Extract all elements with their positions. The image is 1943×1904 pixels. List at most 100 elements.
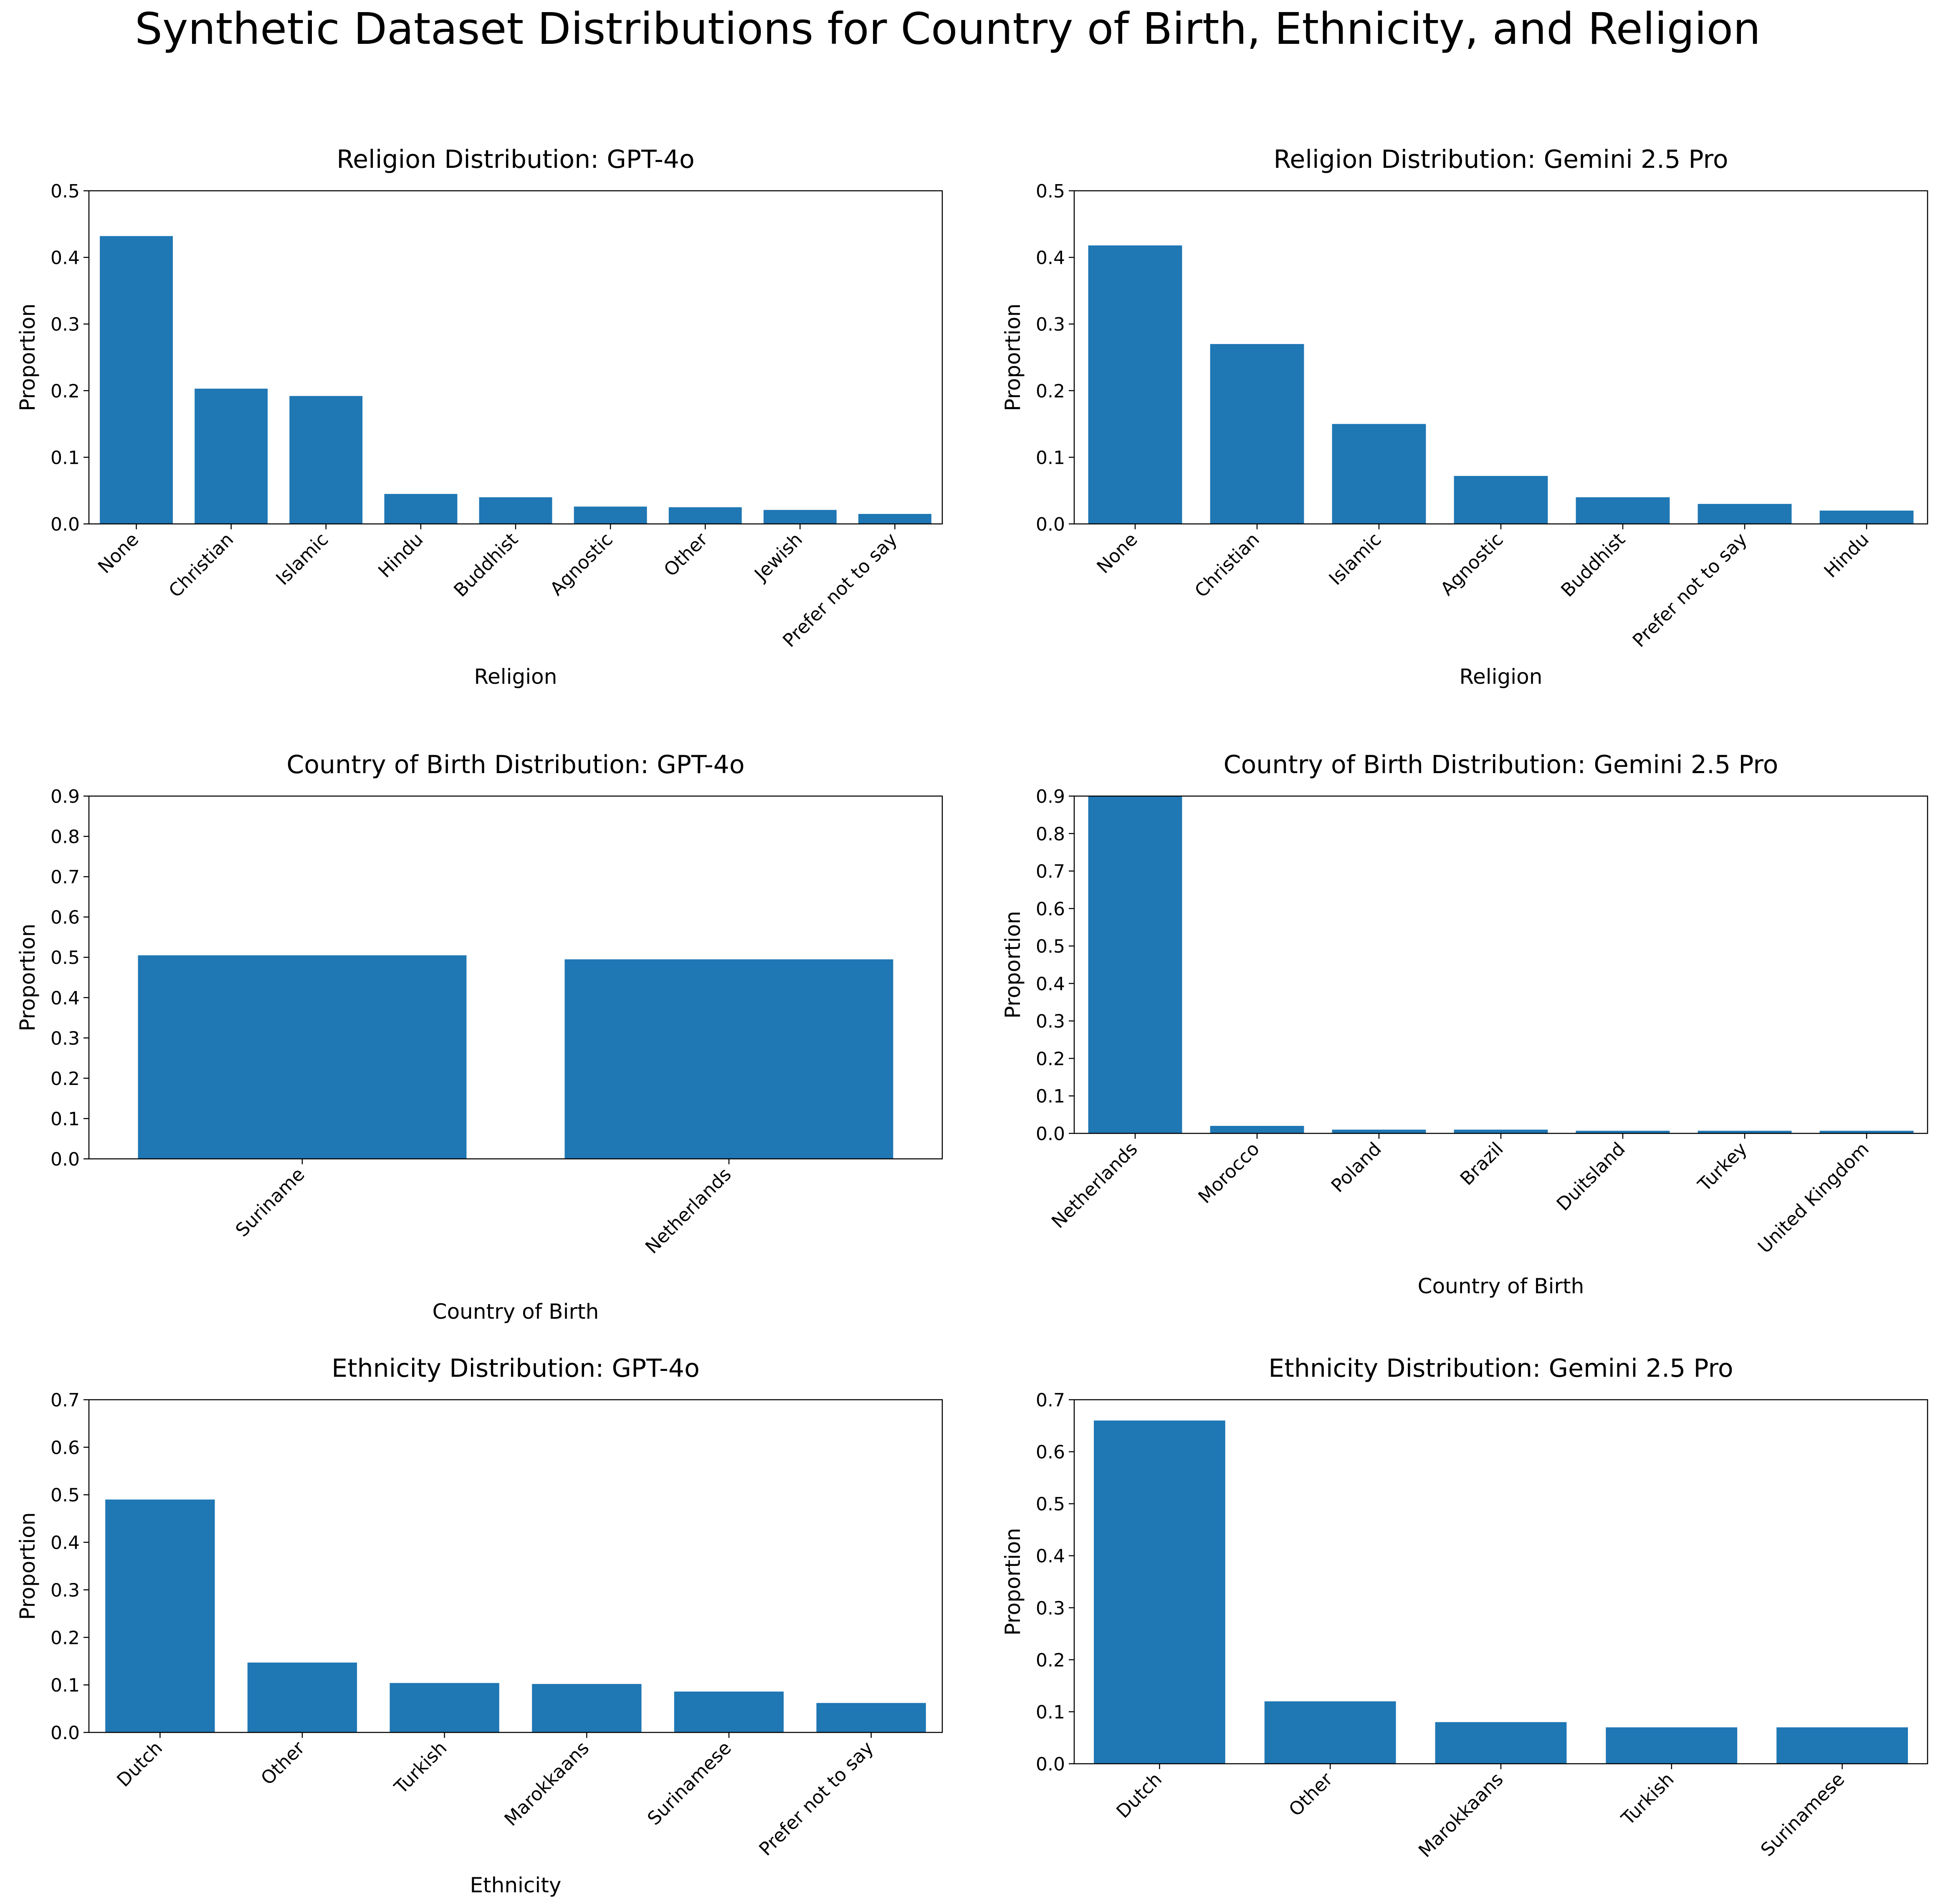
bar-netherlands [1088,796,1182,1133]
bar-turkey [1698,1130,1792,1133]
y-tick-label: 0.2 [51,1068,80,1090]
bar-surinamese [674,1692,784,1732]
y-tick-label: 0.6 [51,1437,80,1459]
bar-dutch [1094,1420,1225,1764]
y-tick-label: 0.5 [51,181,80,202]
bar-prefer-not-to-say [858,514,931,524]
y-tick-label: 0.1 [51,1675,80,1696]
y-tick-label: 0.7 [51,1390,80,1411]
y-axis-label: Proportion [15,303,40,411]
y-tick-label: 0.1 [1036,1086,1065,1107]
y-tick-label: 0.0 [51,514,80,535]
y-tick-label: 0.5 [51,1485,80,1506]
y-tick-label: 0.8 [1036,824,1065,845]
y-tick-label: 0.5 [1036,936,1065,957]
y-tick-label: 0.4 [51,248,80,269]
y-tick-label: 0.5 [1036,181,1065,202]
y-tick-label: 0.5 [1036,1494,1065,1515]
bar-other [247,1662,357,1732]
bar-brazil [1454,1130,1548,1133]
y-tick-label: 0.3 [1036,314,1065,335]
bar-other [1264,1701,1396,1764]
bar-suriname [138,955,467,1159]
bar-turkish [1606,1727,1738,1764]
bar-duitsland [1576,1130,1670,1133]
chart-title: Religion Distribution: Gemini 2.5 Pro [1273,145,1728,174]
bar-buddhist [1576,497,1670,524]
y-tick-label: 0.6 [1036,898,1065,920]
bar-surinamese [1776,1727,1908,1764]
bar-none [1088,245,1182,524]
y-tick-label: 0.4 [1036,248,1065,269]
y-axis-label: Proportion [1001,303,1025,411]
y-tick-label: 0.6 [1036,1442,1065,1463]
y-tick-label: 0.1 [51,447,80,468]
y-tick-label: 0.3 [51,1028,80,1049]
y-tick-label: 0.2 [1036,1650,1065,1671]
y-tick-label: 0.7 [1036,861,1065,882]
x-axis-label: Country of Birth [433,1300,599,1324]
bar-agnostic [1454,476,1548,524]
y-tick-label: 0.0 [1036,514,1065,535]
y-tick-label: 0.7 [1036,1390,1065,1411]
y-tick-label: 0.9 [51,786,80,807]
y-tick-label: 0.1 [1036,1702,1065,1723]
bar-hindu [1819,511,1914,524]
y-axis-label: Proportion [1001,1528,1025,1636]
y-tick-label: 0.0 [51,1722,80,1744]
y-tick-label: 0.3 [51,314,80,335]
bar-poland [1332,1130,1426,1133]
bar-islamic [1332,424,1426,524]
bar-united-kingdom [1819,1130,1914,1133]
axes-frame [88,795,943,1160]
x-axis-label: Ethnicity [470,1873,561,1897]
y-tick-label: 0.3 [51,1580,80,1601]
bar-marokkaans [532,1684,642,1732]
y-tick-label: 0.3 [1036,1011,1065,1032]
y-tick-label: 0.3 [1036,1598,1065,1619]
bar-jewish [763,510,837,524]
axes-frame [88,1399,943,1733]
y-tick-label: 0.8 [51,827,80,848]
bar-prefer-not-to-say [1698,504,1792,524]
y-tick-label: 0.4 [1036,1546,1065,1567]
x-axis-label: Religion [474,665,557,689]
bar-christian [195,389,268,524]
chart-title: Country of Birth Distribution: GPT-4o [286,750,744,779]
y-tick-label: 0.1 [1036,447,1065,468]
bar-buddhist [479,497,552,524]
y-axis-label: Proportion [15,924,40,1032]
y-tick-label: 0.9 [1036,786,1065,807]
y-tick-label: 0.0 [1036,1754,1065,1775]
y-axis-label: Proportion [15,1512,40,1620]
bar-christian [1210,344,1304,524]
chart-title: Religion Distribution: GPT-4o [336,145,695,174]
y-tick-label: 0.2 [1036,1048,1065,1070]
x-axis-label: Religion [1460,665,1543,689]
bar-morocco [1210,1126,1304,1133]
y-tick-label: 0.2 [51,1627,80,1649]
y-tick-label: 0.6 [51,907,80,928]
y-tick-label: 0.2 [1036,381,1065,402]
y-axis-label: Proportion [1001,911,1025,1019]
x-axis-label: Country of Birth [1418,1274,1584,1298]
bar-turkish [390,1683,499,1732]
y-tick-label: 0.2 [51,381,80,402]
bar-none [100,236,173,524]
bar-prefer-not-to-say [816,1703,926,1732]
chart-title: Ethnicity Distribution: GPT-4o [331,1354,700,1383]
y-tick-label: 0.4 [51,988,80,1009]
bar-islamic [289,396,363,524]
bar-marokkaans [1435,1722,1567,1764]
chart-title: Ethnicity Distribution: Gemini 2.5 Pro [1268,1354,1733,1383]
y-tick-label: 0.7 [51,867,80,888]
bar-dutch [105,1499,215,1732]
y-tick-label: 0.0 [51,1149,80,1170]
y-tick-label: 0.4 [1036,973,1065,995]
y-tick-label: 0.1 [51,1108,80,1130]
bar-other [668,507,742,524]
bar-hindu [384,494,458,524]
